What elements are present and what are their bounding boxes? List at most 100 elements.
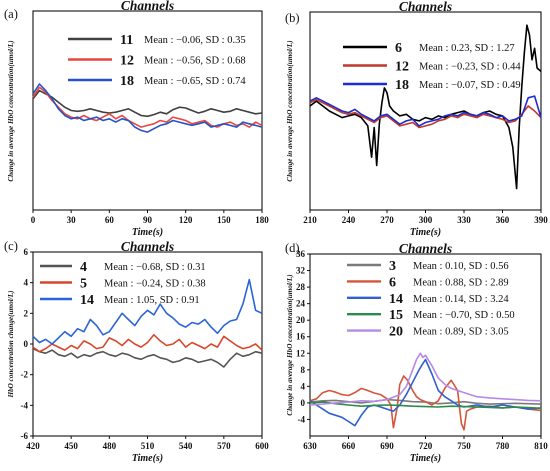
- y-axis-label: Change in average HbO concentration(umol…: [7, 40, 15, 181]
- x-tick-label: 90: [143, 215, 153, 225]
- legend-series-name: 12: [120, 54, 134, 69]
- legend-series-name: 6: [395, 41, 402, 56]
- panel-label: (c): [4, 239, 18, 253]
- series-line-18: [309, 95, 542, 127]
- legend-series-stats: Mean : −0.07, SD : 0.49: [419, 80, 521, 91]
- x-tick-label: 690: [380, 441, 394, 451]
- chart-title: Channels: [121, 0, 174, 13]
- legend-series-name: 5: [80, 277, 87, 292]
- x-tick-label: 150: [217, 215, 231, 225]
- y-tick-label: -4: [21, 400, 29, 410]
- y-axis-label: Change in average HbO concentration(umol…: [286, 274, 294, 415]
- x-tick-label: 780: [496, 441, 510, 451]
- legend: 6 Mean : 0.23, SD : 1.27 12 Mean : −0.23, S…: [343, 41, 521, 93]
- legend-series-stats: Mean : −0.56, SD : 0.68: [144, 56, 246, 67]
- y-tick-label: 12: [296, 348, 306, 358]
- x-tick-label: 330: [457, 215, 471, 225]
- x-axis-label: Time(s): [132, 227, 163, 238]
- series-line-12: [32, 86, 263, 128]
- legend-series-stats: Mean : −0.70, SD : 0.50: [413, 310, 515, 321]
- legend: 3 Mean : 0.10, SD : 0.56 6 Mean : 0.88, SD …: [347, 259, 515, 340]
- x-axis-label: Time(s): [410, 453, 441, 464]
- chart-panel-d: 630 660 690 720 750 780 810 -4 0 4 8 12 16 20 24 28 32 36…: [285, 241, 548, 464]
- legend-series-name: 14: [389, 292, 403, 307]
- series-line-6: [309, 375, 542, 431]
- legend-series-name: 12: [395, 60, 409, 75]
- x-tick-label: 0: [31, 215, 36, 225]
- x-tick-label: 540: [179, 441, 193, 451]
- x-tick-label: 60: [105, 215, 115, 225]
- series-line-4: [32, 347, 263, 368]
- panel-label: (b): [285, 11, 300, 25]
- legend-series-name: 6: [389, 275, 396, 290]
- y-tick-label: 24: [296, 299, 306, 309]
- x-axis-label: Time(s): [410, 227, 441, 238]
- series-line-5: [32, 334, 263, 353]
- series-line-18: [32, 83, 263, 133]
- x-tick-label: 450: [64, 441, 78, 451]
- y-tick-label: 4: [24, 278, 29, 288]
- legend-series-name: 15: [389, 308, 403, 323]
- y-tick-label: 0: [301, 398, 306, 408]
- panel-label: (a): [4, 7, 18, 21]
- x-tick-label: 210: [303, 215, 317, 225]
- x-tick-label: 300: [419, 215, 433, 225]
- y-tick-label: 2: [24, 308, 29, 318]
- chart-title: Channels: [399, 241, 452, 256]
- x-tick-label: 600: [255, 441, 269, 451]
- series-line-14: [32, 278, 263, 345]
- legend-series-stats: Mean : 0.23, SD : 1.27: [419, 43, 515, 54]
- legend-series-stats: Mean : 0.88, SD : 2.89: [413, 277, 509, 288]
- x-tick-label: 570: [217, 441, 231, 451]
- x-tick-label: 270: [380, 215, 394, 225]
- legend-series-stats: Mean : 0.89, SD : 3.05: [413, 327, 509, 338]
- x-tick-label: 120: [179, 215, 193, 225]
- x-tick-label: 360: [496, 215, 510, 225]
- chart-title: Channels: [399, 0, 452, 14]
- legend-series-stats: Mean : 1.05, SD : 0.91: [104, 295, 200, 306]
- legend-series-stats: Mean : −0.65, SD : 0.74: [144, 76, 246, 87]
- series-line-14: [309, 358, 542, 427]
- y-tick-label: 6: [24, 247, 29, 257]
- x-tick-label: 720: [419, 441, 433, 451]
- x-axis-label: Time(s): [132, 453, 163, 464]
- legend-series-stats: Mean : −0.06, SD : 0.35: [144, 35, 246, 46]
- legend-series-stats: Mean : −0.68, SD : 0.31: [104, 262, 206, 273]
- legend-series-stats: Mean : −0.24, SD : 0.38: [104, 279, 206, 290]
- chart-title: Channels: [121, 239, 174, 254]
- y-tick-label: -4: [298, 414, 306, 424]
- legend-series-name: 18: [120, 74, 134, 89]
- y-tick-label: 20: [296, 315, 306, 325]
- y-tick-label: 0: [24, 339, 29, 349]
- chart-panel-b: 210 240 270 300 330 360 390 Channels (b) Time(s) C…: [285, 0, 548, 238]
- y-tick-label: 28: [296, 282, 306, 292]
- legend: 11 Mean : −0.06, SD : 0.35 12 Mean : −0.56,…: [68, 33, 246, 89]
- chart-panel-a: 0 30 60 90 120 150 180 Channels (a) Time(s) Change…: [4, 0, 269, 238]
- y-tick-label: 32: [296, 266, 306, 276]
- chart-panel-c: 420 450 480 510 540 570 600 -6 -4 -2 0 2 4 6 Channels (…: [4, 239, 269, 464]
- x-tick-label: 510: [141, 441, 155, 451]
- legend-series-name: 11: [120, 33, 133, 48]
- y-tick-label: 8: [301, 365, 306, 375]
- legend-series-name: 20: [389, 325, 403, 340]
- series-line-12: [309, 98, 542, 129]
- legend-series-name: 4: [80, 260, 87, 275]
- y-tick-label: 36: [296, 249, 306, 259]
- x-tick-label: 180: [255, 215, 269, 225]
- x-tick-label: 240: [342, 215, 356, 225]
- legend-series-name: 18: [395, 78, 409, 93]
- y-tick-label: -6: [21, 431, 29, 441]
- legend-series-name: 14: [80, 293, 94, 308]
- y-tick-label: -2: [21, 370, 29, 380]
- legend: 4 Mean : −0.68, SD : 0.31 5 Mean : −0.24, S…: [40, 260, 206, 308]
- series-line-15: [309, 401, 542, 410]
- legend-series-stats: Mean : 0.14, SD : 3.24: [413, 294, 509, 305]
- y-tick-label: 16: [296, 332, 306, 342]
- x-tick-label: 630: [303, 441, 317, 451]
- y-axis-label: HbO concentration change(umol/L): [7, 290, 15, 398]
- x-tick-label: 480: [103, 441, 117, 451]
- series-line-11: [32, 89, 263, 118]
- x-tick-label: 390: [534, 215, 548, 225]
- x-tick-label: 30: [67, 215, 77, 225]
